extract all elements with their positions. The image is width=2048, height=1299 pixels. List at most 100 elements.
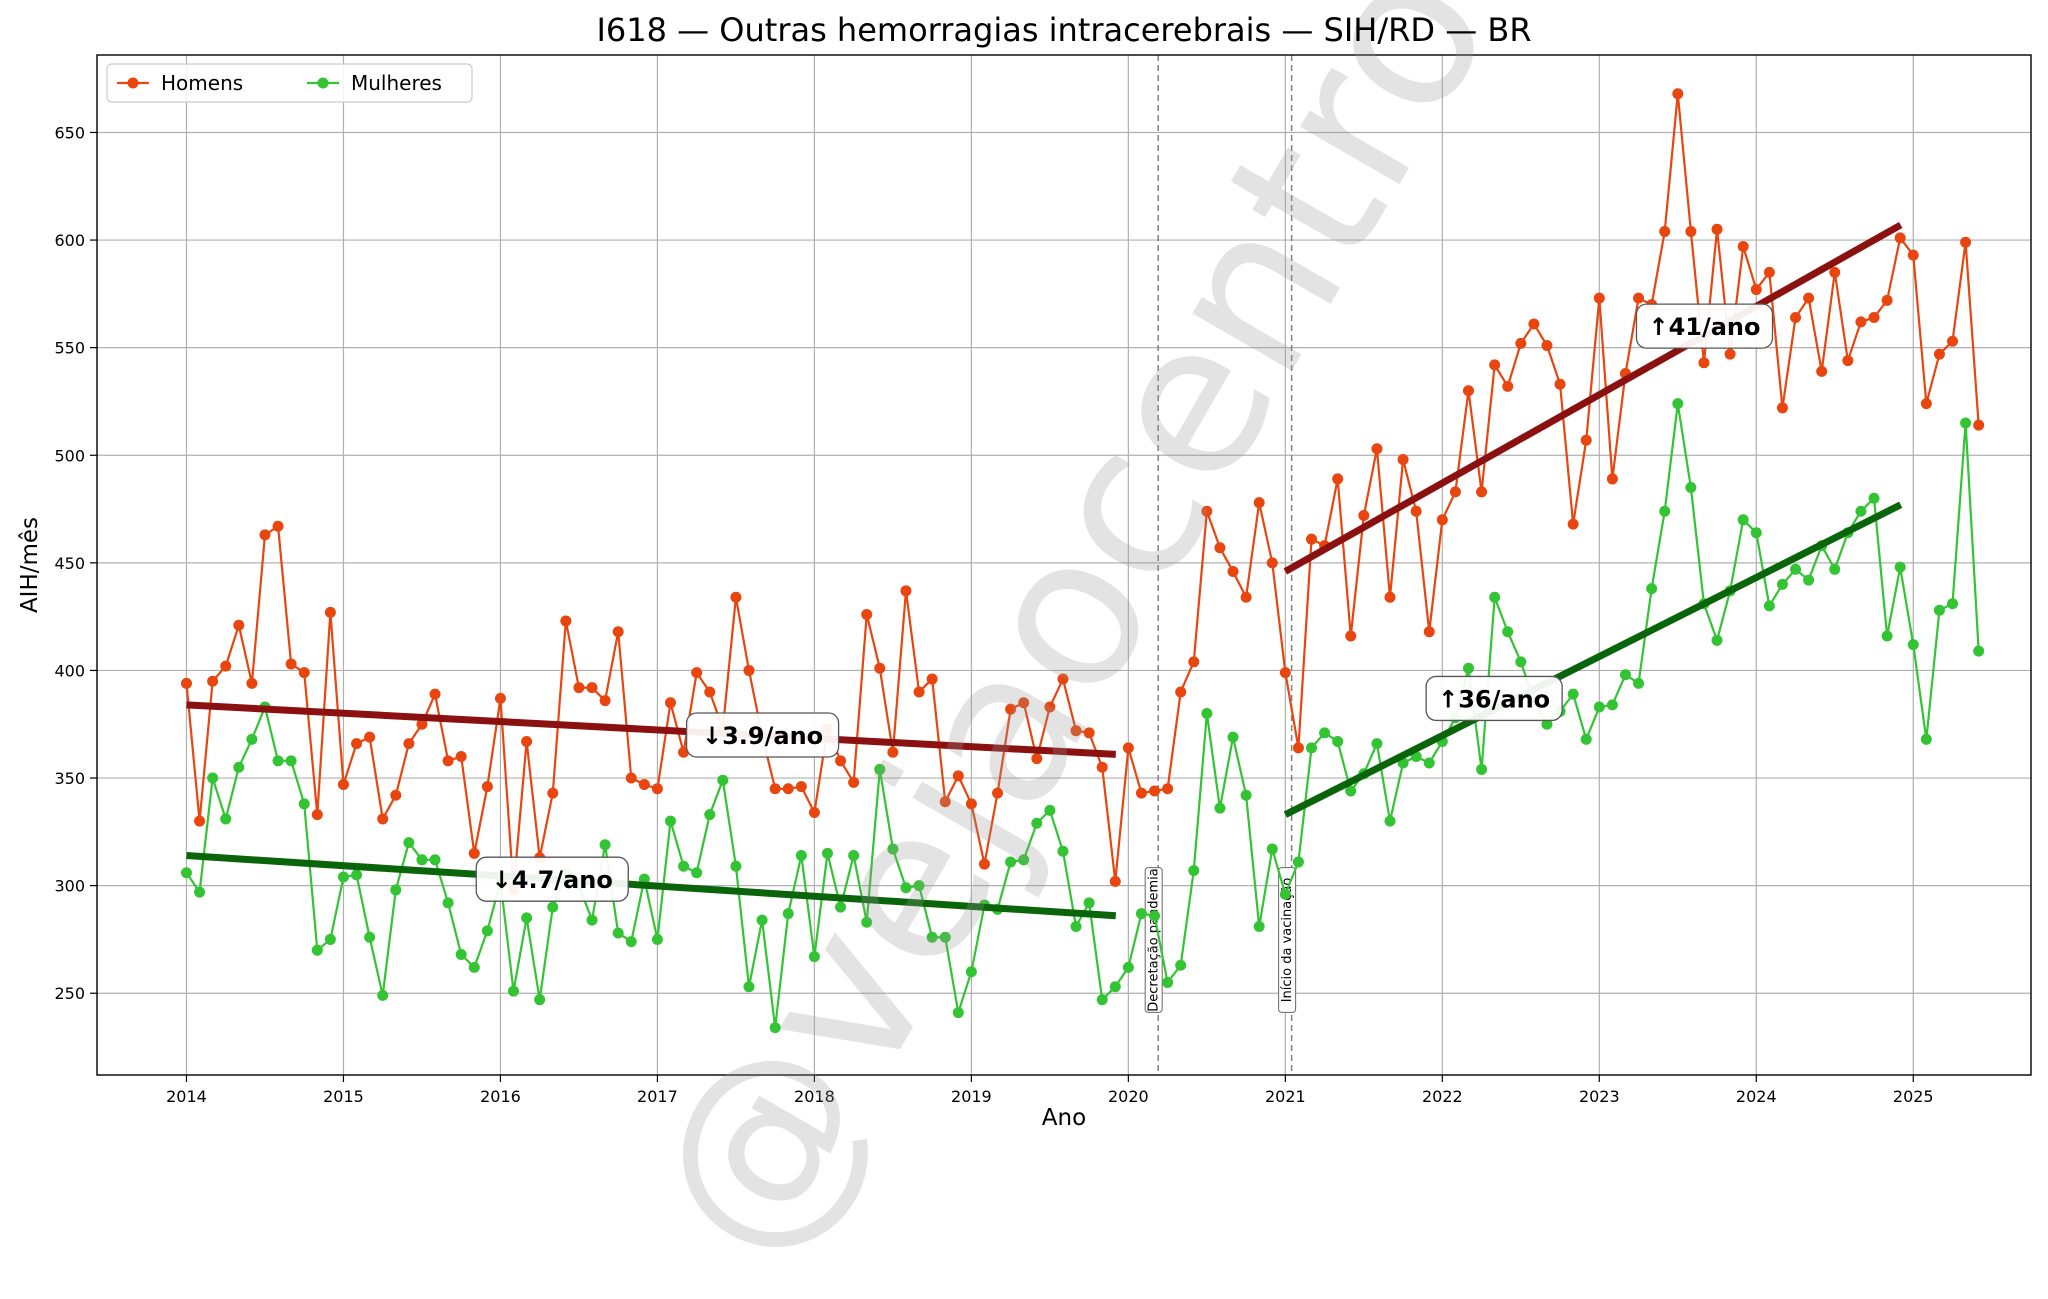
trend-annotation-box (1635, 303, 1774, 349)
data-point (1593, 701, 1605, 713)
data-point (795, 850, 807, 862)
data-point (743, 664, 755, 676)
trend-annotations: ↓3.9/ano ↓4.7/ano ↑41/ano ↑36/ano (475, 303, 1774, 902)
data-point (1057, 673, 1069, 685)
data-point (246, 733, 258, 745)
data-point (1763, 266, 1775, 278)
data-point (1149, 910, 1161, 922)
data-point (1240, 789, 1252, 801)
data-point (1358, 510, 1370, 522)
data-point (1109, 875, 1121, 887)
data-point (364, 931, 376, 943)
data-point (965, 966, 977, 978)
y-tick-label: 250 (54, 984, 85, 1003)
legend-label-mulheres: Mulheres (351, 71, 442, 95)
data-point (1829, 266, 1841, 278)
data-point (534, 994, 546, 1006)
x-tick-label: 2021 (1265, 1087, 1306, 1106)
data-point (926, 673, 938, 685)
data-point (337, 871, 349, 883)
data-point (298, 667, 310, 679)
data-point (547, 787, 559, 799)
data-point (874, 763, 886, 775)
data-point (1214, 542, 1226, 554)
data-point (848, 850, 860, 862)
event-markers: Decretação pandemia Início da vacinação (1144, 55, 1297, 1075)
data-point (442, 755, 454, 767)
data-point (599, 839, 611, 851)
data-point (337, 778, 349, 790)
data-point (194, 815, 206, 827)
data-point (1763, 600, 1775, 612)
data-point (1816, 365, 1828, 377)
series-line (185, 402, 1980, 1029)
data-point (481, 781, 493, 793)
data-point (1803, 292, 1815, 304)
trend-annotation-box (685, 712, 840, 758)
data-point (1724, 348, 1736, 360)
data-point (586, 914, 598, 926)
series-lines (180, 88, 1985, 1034)
data-point (1096, 994, 1108, 1006)
data-point (625, 936, 637, 948)
trend-line (1283, 501, 1903, 818)
series-line (185, 92, 1980, 892)
data-point (1227, 565, 1239, 577)
data-point (207, 772, 219, 784)
data-point (926, 931, 938, 943)
data-point (1423, 626, 1435, 638)
data-point (665, 815, 677, 827)
trend-line (186, 701, 1116, 758)
data-point (1175, 686, 1187, 698)
y-tick-label: 650 (54, 123, 85, 142)
data-point (651, 783, 663, 795)
data-point (1489, 591, 1501, 603)
data-point (808, 951, 820, 963)
data-point (351, 738, 363, 750)
data-point (1502, 626, 1514, 638)
data-point (1345, 785, 1357, 797)
data-point (1057, 845, 1069, 857)
data-point (1135, 908, 1147, 920)
data-point (1750, 527, 1762, 539)
data-point (665, 697, 677, 709)
legend-swatch-marker (317, 77, 329, 89)
data-point (1070, 921, 1082, 933)
data-point (1462, 385, 1474, 397)
data-point (1096, 761, 1108, 773)
event-label: Início da vacinação (1280, 878, 1295, 1003)
data-point (1790, 563, 1802, 575)
data-point (678, 860, 690, 872)
data-point (1973, 645, 1985, 657)
trend-annotation-label: ↓3.9/ano (702, 722, 823, 750)
data-point (1253, 497, 1265, 509)
data-point (1737, 514, 1749, 526)
data-point (795, 781, 807, 793)
x-tick-label: 2015 (323, 1087, 364, 1106)
data-point (730, 591, 742, 603)
data-point (1881, 294, 1893, 306)
legend-swatch-marker (127, 77, 139, 89)
data-point (311, 809, 323, 821)
data-point (1214, 802, 1226, 814)
y-axis-label: AIH/mês (17, 516, 43, 614)
data-point (573, 682, 585, 694)
x-tick-label: 2014 (166, 1087, 207, 1106)
data-point (1933, 604, 1945, 616)
trend-line (1283, 221, 1903, 575)
data-point (1188, 656, 1200, 668)
data-point (1894, 232, 1906, 244)
x-tick-label: 2019 (951, 1087, 992, 1106)
data-point (508, 985, 520, 997)
data-point (246, 677, 258, 689)
data-point (821, 847, 833, 859)
data-point (717, 774, 729, 786)
chart-plot: Decretação pandemia Início da vacinação ↓… (54, 54, 2032, 1106)
data-point (939, 931, 951, 943)
data-point (1292, 856, 1304, 868)
data-point (416, 854, 428, 866)
data-point (1855, 505, 1867, 517)
data-point (900, 882, 912, 894)
trend-annotation-box (475, 856, 629, 902)
data-point (1541, 718, 1553, 730)
